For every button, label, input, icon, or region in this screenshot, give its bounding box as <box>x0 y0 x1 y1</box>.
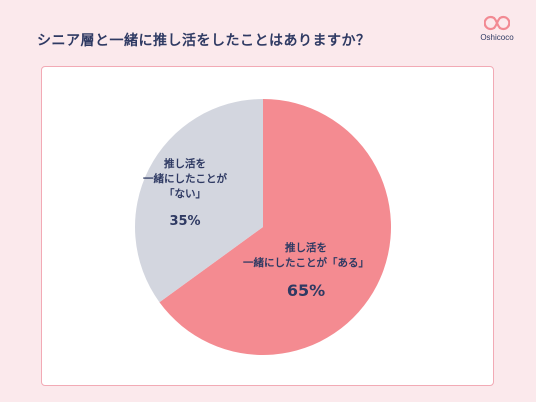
chart-panel: 推し活を 一緒にしたことが「ある」 65% 推し活を 一緒にしたことが 「ない」 35% <box>41 66 494 386</box>
pie-slice-yes <box>159 99 391 356</box>
logo-text: Oshicoco <box>480 33 514 42</box>
slice-label-yes-line-2: 一緒にしたことが「ある」 <box>243 256 369 269</box>
slice-value-yes: 65% <box>287 281 325 300</box>
slice-label-no-line-2: 一緒にしたことが <box>143 172 227 185</box>
pie-slice-no <box>135 99 263 303</box>
chart-title: シニア層と一緒に推し活をしたことはありますか？ <box>37 33 371 49</box>
oshicoco-logo-icon <box>484 15 510 31</box>
slice-label-yes-line-1: 推し活を <box>285 241 327 254</box>
slice-label-no-line-3: 「ない」 <box>164 187 206 200</box>
slice-label-no-line-1: 推し活を <box>164 157 206 170</box>
slice-value-no: 35% <box>169 214 200 229</box>
brand-logo: Oshicoco <box>472 14 522 42</box>
